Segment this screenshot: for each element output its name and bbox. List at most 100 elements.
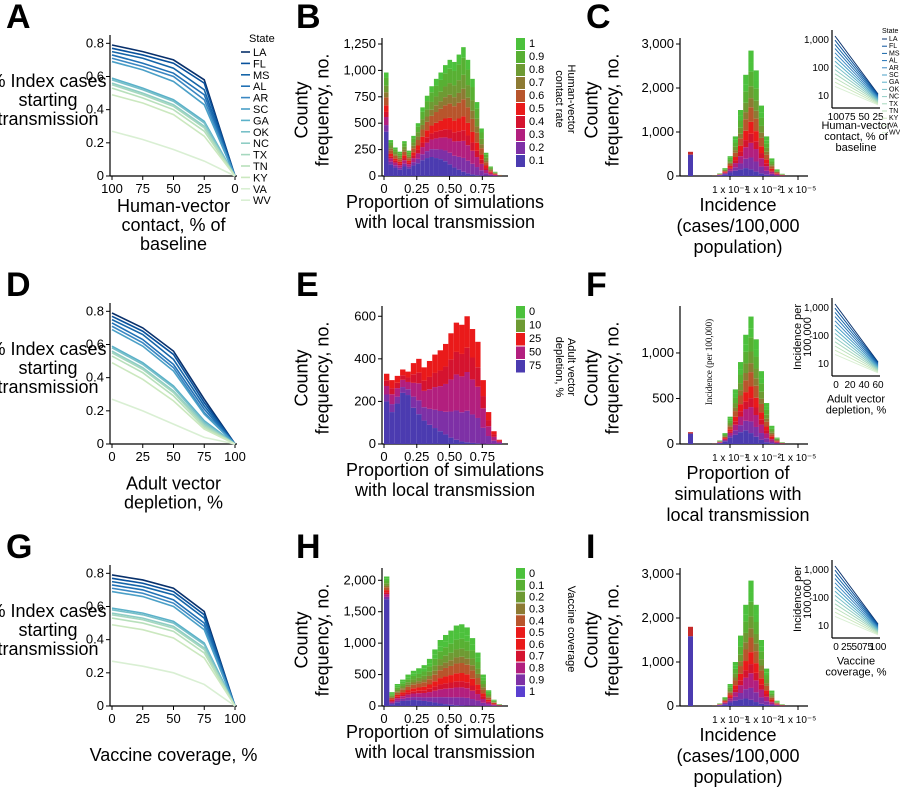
bar-segment bbox=[748, 601, 754, 617]
bar-segment bbox=[758, 383, 764, 392]
bar-segment bbox=[753, 426, 759, 437]
inset-legend-entry: AL bbox=[889, 58, 898, 65]
series-line-7 bbox=[111, 345, 236, 445]
bar-segment bbox=[743, 158, 749, 169]
bar-segment bbox=[437, 386, 443, 411]
inset-x-tick-label: 25 bbox=[872, 112, 884, 123]
bar-segment bbox=[453, 351, 460, 375]
bar-segment bbox=[433, 112, 439, 123]
bar-segment bbox=[432, 702, 438, 706]
bar-segment bbox=[769, 425, 775, 428]
bar-segment bbox=[743, 670, 749, 678]
bar-segment bbox=[452, 97, 457, 107]
bar-segment bbox=[447, 129, 453, 139]
bar-segment bbox=[397, 167, 403, 170]
bar-segment bbox=[456, 64, 462, 81]
bar-segment bbox=[753, 407, 759, 415]
bar-segment bbox=[722, 168, 728, 169]
bar-segment bbox=[485, 702, 492, 705]
x-axis-title-line: Incidence bbox=[699, 725, 776, 745]
bar-segment bbox=[448, 437, 454, 444]
inset-series-line bbox=[834, 603, 879, 633]
inset-legend-entry: OK bbox=[889, 86, 899, 93]
bar-segment bbox=[437, 689, 443, 698]
inset-x-axis-title: Vaccine coverage, % bbox=[825, 656, 886, 679]
inset-x-axis-title-line: Human-vector bbox=[821, 120, 890, 132]
bar-segment bbox=[743, 401, 749, 410]
x-axis-title-line: Human-vector bbox=[117, 196, 230, 216]
series-line-8 bbox=[111, 347, 236, 445]
bar-segment bbox=[774, 705, 780, 706]
bar-segment bbox=[461, 116, 466, 131]
bar-segment bbox=[397, 153, 403, 156]
bar-segment bbox=[479, 128, 484, 133]
bar-segment bbox=[758, 158, 764, 167]
bar-segment bbox=[402, 149, 407, 152]
bar-segment bbox=[764, 679, 770, 684]
bar-segment bbox=[469, 678, 476, 686]
panel-I: I Countyfrequency, no. 0 1,000 2,000 3,000 1 x… bbox=[582, 528, 887, 787]
bar-segment bbox=[433, 138, 439, 150]
bar-segment bbox=[394, 403, 401, 444]
bar-segment bbox=[727, 172, 733, 176]
bar-segment bbox=[421, 420, 427, 444]
bar-segment bbox=[465, 160, 471, 174]
bar-segment bbox=[384, 599, 390, 706]
y-tick-label: 3,000 bbox=[641, 36, 674, 51]
series-line-9 bbox=[111, 350, 236, 445]
y-axis-title-line: % Index cases bbox=[0, 71, 107, 91]
bar-segment bbox=[421, 700, 427, 706]
bar-segment bbox=[421, 690, 427, 693]
bar-segment bbox=[437, 646, 443, 652]
bar-segment bbox=[758, 112, 764, 118]
y-tick-label: 750 bbox=[354, 89, 376, 104]
bar-segment bbox=[456, 169, 462, 176]
bar-segment bbox=[491, 436, 497, 441]
bar-segment bbox=[448, 379, 454, 412]
bar-segment bbox=[469, 414, 476, 443]
bar-segment bbox=[758, 378, 764, 384]
bar-segment bbox=[722, 697, 728, 699]
bar-segment bbox=[389, 701, 395, 703]
bar-segment bbox=[402, 163, 407, 167]
series-line-AL bbox=[111, 54, 236, 177]
bar-segment bbox=[474, 118, 480, 127]
inset-series-line bbox=[834, 615, 879, 636]
x-tick-label: 25 bbox=[136, 449, 150, 464]
bar-segment bbox=[429, 115, 434, 126]
bar-segment bbox=[774, 438, 780, 440]
y-tick-label: 0.2 bbox=[86, 403, 104, 418]
bar-segment bbox=[443, 676, 449, 684]
bar-segment bbox=[464, 697, 470, 706]
x-tick-label: 1 x 10⁻¹ bbox=[712, 453, 749, 464]
bar-segment bbox=[437, 659, 443, 666]
bar-segment bbox=[758, 391, 764, 399]
y-tick-label: 2,000 bbox=[641, 80, 674, 95]
bar-segment bbox=[421, 407, 427, 421]
bar-segment bbox=[384, 594, 390, 597]
legend-title-line: depletion, % bbox=[553, 337, 565, 398]
bar-segment bbox=[485, 420, 492, 427]
bar-segment bbox=[389, 692, 395, 694]
bar-segment bbox=[416, 358, 422, 373]
x-axis-title-line: baseline bbox=[140, 234, 207, 254]
bar-segment bbox=[456, 156, 462, 170]
bar-segment bbox=[465, 145, 471, 161]
bar-segment bbox=[758, 697, 764, 704]
inset-series-line bbox=[834, 569, 879, 626]
bar-segment bbox=[727, 437, 733, 444]
bar-segment bbox=[402, 155, 407, 159]
bar-segment bbox=[758, 703, 764, 706]
y-tick-label: 0.8 bbox=[86, 35, 104, 50]
legend-entry: 0.6 bbox=[529, 90, 544, 102]
x-axis-title-line: (cases/100,000 bbox=[676, 216, 799, 236]
bar-segment bbox=[738, 145, 744, 152]
bar-segment bbox=[410, 363, 417, 375]
bar-segment bbox=[488, 168, 493, 170]
inset-y-axis-title-line: 100,000 bbox=[802, 317, 814, 357]
bar-segment bbox=[727, 420, 733, 423]
bar-segment bbox=[488, 170, 493, 172]
series-line-3 bbox=[111, 318, 236, 445]
bar-segment bbox=[469, 685, 476, 691]
bar-segment bbox=[743, 392, 749, 402]
